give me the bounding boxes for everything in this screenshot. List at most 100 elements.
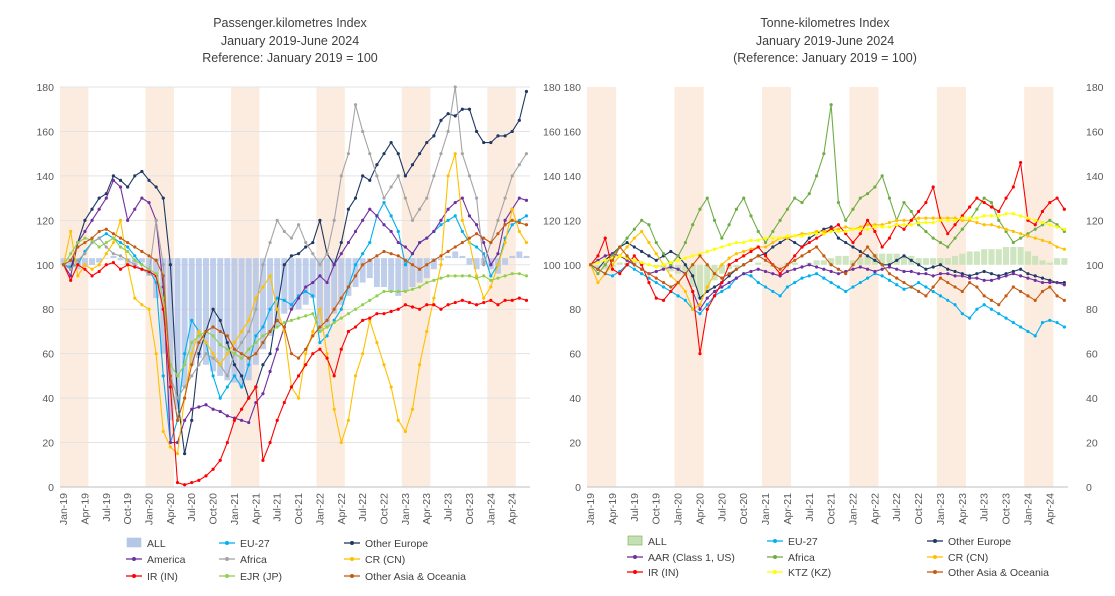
right-x-tick-label: Apr-21 (782, 493, 794, 525)
right-series-point (953, 285, 957, 289)
right-series-point (880, 223, 884, 227)
left-series-point (361, 303, 365, 307)
left-series-point (474, 303, 479, 307)
right-series-point (1062, 247, 1066, 251)
right-series-point (997, 214, 1001, 218)
right-series-point (742, 272, 746, 276)
right-y-tick-label-right: 40 (1086, 393, 1098, 405)
left-series-point (318, 307, 322, 311)
right-series-point (640, 229, 644, 234)
right-series-point (1011, 285, 1015, 289)
left-series-point (439, 218, 443, 222)
right-series-point (968, 216, 972, 220)
right-y-tick-label: 20 (569, 438, 581, 450)
right-series-point (858, 265, 862, 269)
left-series-point (218, 396, 222, 400)
right-series-point (763, 285, 768, 289)
right-y-tick-label: 100 100 (543, 260, 581, 272)
tonne-km-chart: Tonne-kilometres Index January 2019-June… (543, 16, 1104, 579)
right-series-point (946, 232, 950, 236)
left-series-point (439, 263, 443, 267)
left-bar (181, 258, 188, 387)
right-bar (704, 264, 711, 292)
left-bar (373, 258, 380, 287)
left-x-axis: Jan-19 Apr-19 Jul-19 Oct-19 Jan-20 Apr-20 Jul-… (58, 486, 530, 525)
left-series-point (261, 340, 265, 345)
right-series-point (596, 258, 600, 262)
left-series-point (389, 289, 393, 294)
right-series-point (698, 207, 702, 211)
left-series-point (183, 396, 187, 400)
right-series-point (851, 207, 855, 211)
right-series-point (814, 236, 819, 240)
right-series-point (669, 274, 673, 278)
right-bar (981, 249, 988, 265)
left-series-point (232, 363, 237, 367)
right-series-point (916, 280, 921, 285)
right-series-point (902, 280, 906, 285)
left-series-point (446, 174, 450, 178)
left-series-point (318, 340, 322, 345)
right-series-point (669, 260, 673, 265)
right-y-tick-label: 80 (569, 304, 581, 316)
left-series-point (268, 440, 272, 445)
left-bar (267, 258, 274, 336)
left-series-point (225, 340, 229, 345)
left-series-point (346, 240, 351, 245)
right-series-point (931, 289, 935, 294)
right-series-point (1062, 207, 1066, 211)
left-series-point (339, 307, 343, 311)
left-series-point (268, 240, 272, 245)
right-series-point (975, 196, 979, 200)
right-series-line (590, 104, 1065, 275)
left-series-point (90, 218, 94, 222)
left-bar (67, 258, 74, 267)
right-series-point (1048, 318, 1052, 322)
left-series-point (147, 272, 151, 276)
right-series-point (938, 263, 943, 267)
right-series-point (661, 298, 666, 302)
right-series-point (1062, 325, 1066, 329)
right-series-point (632, 245, 636, 249)
left-series-point (140, 169, 144, 174)
right-series-point (632, 267, 636, 271)
left-series-point (211, 352, 215, 356)
left-series-point (460, 229, 464, 234)
right-series-point (814, 229, 819, 234)
right-series-point (734, 252, 739, 256)
right-series-point (844, 272, 848, 276)
left-x-tick-label: Jul-19 (101, 493, 113, 522)
left-bar-series (60, 251, 530, 421)
left-series-point (97, 236, 101, 240)
left-series-point (83, 236, 87, 240)
left-series-point (225, 352, 229, 356)
right-series-point (844, 232, 848, 236)
right-series-point (1048, 240, 1052, 245)
right-series-point (800, 200, 804, 205)
right-series-point (618, 245, 622, 249)
left-series-point (83, 263, 87, 267)
right-series-point (858, 249, 862, 254)
right-series-point (654, 240, 658, 245)
left-series-point (118, 236, 123, 240)
left-series-point (510, 207, 514, 211)
left-series-point (282, 298, 286, 302)
left-series-point (425, 329, 429, 334)
right-series-point (603, 254, 607, 258)
left-series-point (510, 129, 514, 134)
left-series-point (439, 223, 443, 227)
left-series-point (474, 223, 479, 227)
right-series-point (778, 240, 782, 245)
right-y-axis-right: 0 20 40 60 80 100 120 140 160 180 (1086, 82, 1104, 494)
left-series-point (410, 407, 415, 411)
left-series-point (104, 232, 108, 236)
right-y-tick-label: 0 (575, 482, 581, 494)
left-legend-label: ALL (147, 538, 166, 550)
left-series-point (304, 245, 308, 249)
right-y-tick-label: 160 160 (543, 126, 581, 138)
left-series-point (489, 298, 493, 302)
left-series-point (510, 298, 514, 302)
left-series-point (218, 458, 222, 462)
right-y-tick-label-right: 140 (1086, 171, 1104, 183)
